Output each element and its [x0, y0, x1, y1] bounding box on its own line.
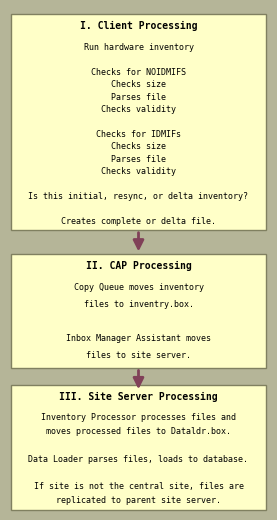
Text: Checks validity: Checks validity	[101, 167, 176, 176]
Text: If site is not the central site, files are: If site is not the central site, files a…	[34, 482, 243, 491]
Text: files to site server.: files to site server.	[86, 350, 191, 360]
Text: Data Loader parses files, loads to database.: Data Loader parses files, loads to datab…	[29, 454, 248, 464]
FancyBboxPatch shape	[11, 254, 266, 368]
FancyBboxPatch shape	[11, 14, 266, 230]
Text: moves processed files to Dataldr.box.: moves processed files to Dataldr.box.	[46, 427, 231, 436]
Text: Run hardware inventory: Run hardware inventory	[83, 43, 194, 51]
FancyBboxPatch shape	[11, 385, 266, 510]
Text: III. Site Server Processing: III. Site Server Processing	[59, 392, 218, 401]
Text: files to inventry.box.: files to inventry.box.	[83, 300, 194, 309]
Text: Checks size: Checks size	[111, 142, 166, 151]
Text: Creates complete or delta file.: Creates complete or delta file.	[61, 217, 216, 226]
Text: I. Client Processing: I. Client Processing	[80, 21, 197, 31]
Text: Is this initial, resync, or delta inventory?: Is this initial, resync, or delta invent…	[29, 192, 248, 201]
Text: Inventory Processor processes files and: Inventory Processor processes files and	[41, 413, 236, 422]
Text: II. CAP Processing: II. CAP Processing	[86, 261, 191, 271]
Text: Checks validity: Checks validity	[101, 105, 176, 114]
Text: Inbox Manager Assistant moves: Inbox Manager Assistant moves	[66, 334, 211, 343]
Text: Parses file: Parses file	[111, 155, 166, 164]
Text: Checks for IDMIFs: Checks for IDMIFs	[96, 130, 181, 139]
Text: Checks size: Checks size	[111, 80, 166, 89]
Text: Parses file: Parses file	[111, 93, 166, 101]
Text: Checks for NOIDMIFS: Checks for NOIDMIFS	[91, 68, 186, 76]
Text: Copy Queue moves inventory: Copy Queue moves inventory	[73, 283, 204, 292]
Text: replicated to parent site server.: replicated to parent site server.	[56, 496, 221, 505]
